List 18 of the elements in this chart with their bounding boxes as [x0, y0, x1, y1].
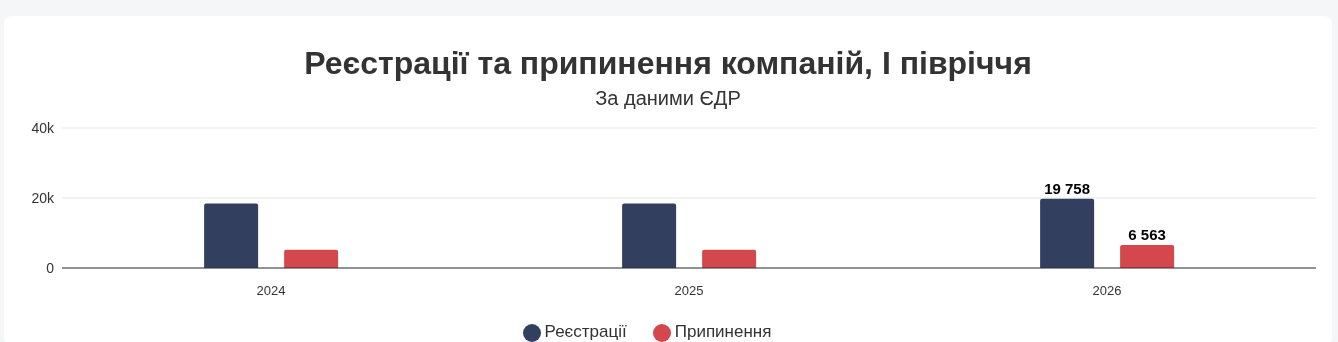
y-tick-label: 20k: [31, 189, 55, 206]
data-label: 6 563: [1128, 226, 1166, 244]
x-tick-label: 2024: [256, 283, 286, 299]
chart-title: Реєстрації та припинення компаній, І півріччя: [303, 44, 1033, 82]
chart-subtitle: За даними ЄДР: [594, 86, 742, 110]
data-label: 19 758: [1044, 179, 1091, 197]
bar: [622, 203, 677, 268]
y-tick-label: 0: [46, 259, 55, 276]
bar: [1040, 198, 1095, 268]
bar: [1120, 245, 1175, 268]
bar: [702, 249, 757, 268]
bar: [284, 249, 339, 268]
y-tick-label: 40k: [31, 119, 55, 136]
bar: [204, 203, 259, 268]
legend-label: Реєстрації: [544, 322, 627, 341]
x-tick-label: 2026: [1092, 283, 1122, 299]
legend-label: Припинення: [674, 322, 772, 341]
x-tick-label: 2025: [674, 283, 704, 299]
